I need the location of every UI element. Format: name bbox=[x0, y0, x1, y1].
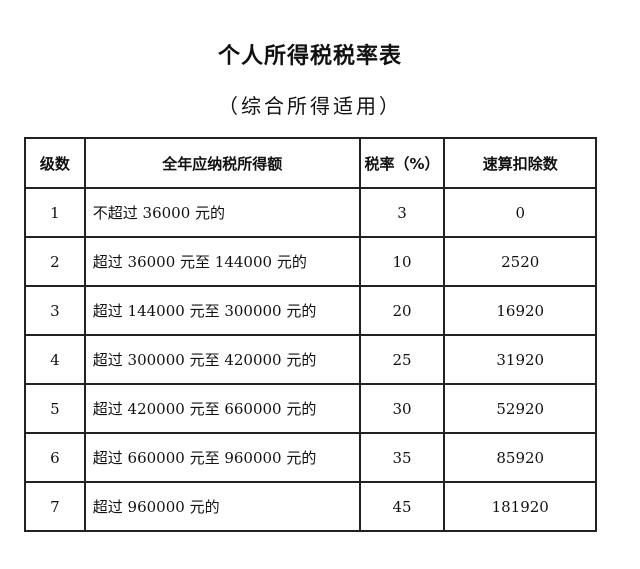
cell-level: 5 bbox=[24, 383, 86, 434]
cell-rate: 25 bbox=[358, 334, 446, 385]
tax-rate-table: 级数 全年应纳税所得额 税率（%） 速算扣除数 1 不超过 36000 元的 3 0 2… bbox=[24, 137, 597, 532]
cell-deduction: 52920 bbox=[443, 383, 597, 434]
table-row: 2 超过 36000 元至 144000 元的 10 2520 bbox=[24, 236, 597, 287]
table-row: 5 超过 420000 元至 660000 元的 30 52920 bbox=[24, 383, 597, 434]
page-title: 个人所得税税率表 bbox=[217, 43, 402, 69]
header-range: 全年应纳税所得额 bbox=[83, 137, 361, 189]
header-rate: 税率（%） bbox=[358, 137, 446, 189]
cell-deduction: 2520 bbox=[443, 236, 597, 287]
cell-range: 超过 420000 元至 660000 元的 bbox=[83, 383, 361, 434]
header-level: 级数 bbox=[24, 137, 86, 189]
cell-rate: 30 bbox=[358, 383, 446, 434]
cell-deduction: 16920 bbox=[443, 285, 597, 336]
table-header-row: 级数 全年应纳税所得额 税率（%） 速算扣除数 bbox=[24, 137, 597, 189]
cell-level: 2 bbox=[24, 236, 86, 287]
cell-rate: 20 bbox=[358, 285, 446, 336]
table-row: 6 超过 660000 元至 960000 元的 35 85920 bbox=[24, 432, 597, 483]
cell-rate: 10 bbox=[358, 236, 446, 287]
cell-range: 超过 300000 元至 420000 元的 bbox=[83, 334, 361, 385]
cell-rate: 35 bbox=[358, 432, 446, 483]
cell-deduction: 31920 bbox=[443, 334, 597, 385]
cell-deduction: 85920 bbox=[443, 432, 597, 483]
cell-range: 超过 960000 元的 bbox=[83, 481, 361, 532]
cell-range: 不超过 36000 元的 bbox=[83, 187, 361, 238]
cell-range: 超过 36000 元至 144000 元的 bbox=[83, 236, 361, 287]
cell-level: 3 bbox=[24, 285, 86, 336]
cell-level: 7 bbox=[24, 481, 86, 532]
cell-range: 超过 660000 元至 960000 元的 bbox=[83, 432, 361, 483]
cell-level: 1 bbox=[24, 187, 86, 238]
cell-deduction: 181920 bbox=[443, 481, 597, 532]
table-row: 7 超过 960000 元的 45 181920 bbox=[24, 481, 597, 532]
table-row: 1 不超过 36000 元的 3 0 bbox=[24, 187, 597, 238]
header-deduction: 速算扣除数 bbox=[443, 137, 597, 189]
cell-rate: 3 bbox=[358, 187, 446, 238]
cell-deduction: 0 bbox=[443, 187, 597, 238]
page-subtitle: （综合所得适用） bbox=[218, 94, 402, 118]
cell-level: 4 bbox=[24, 334, 86, 385]
table-row: 3 超过 144000 元至 300000 元的 20 16920 bbox=[24, 285, 597, 336]
cell-level: 6 bbox=[24, 432, 86, 483]
cell-rate: 45 bbox=[358, 481, 446, 532]
table-row: 4 超过 300000 元至 420000 元的 25 31920 bbox=[24, 334, 597, 385]
cell-range: 超过 144000 元至 300000 元的 bbox=[83, 285, 361, 336]
